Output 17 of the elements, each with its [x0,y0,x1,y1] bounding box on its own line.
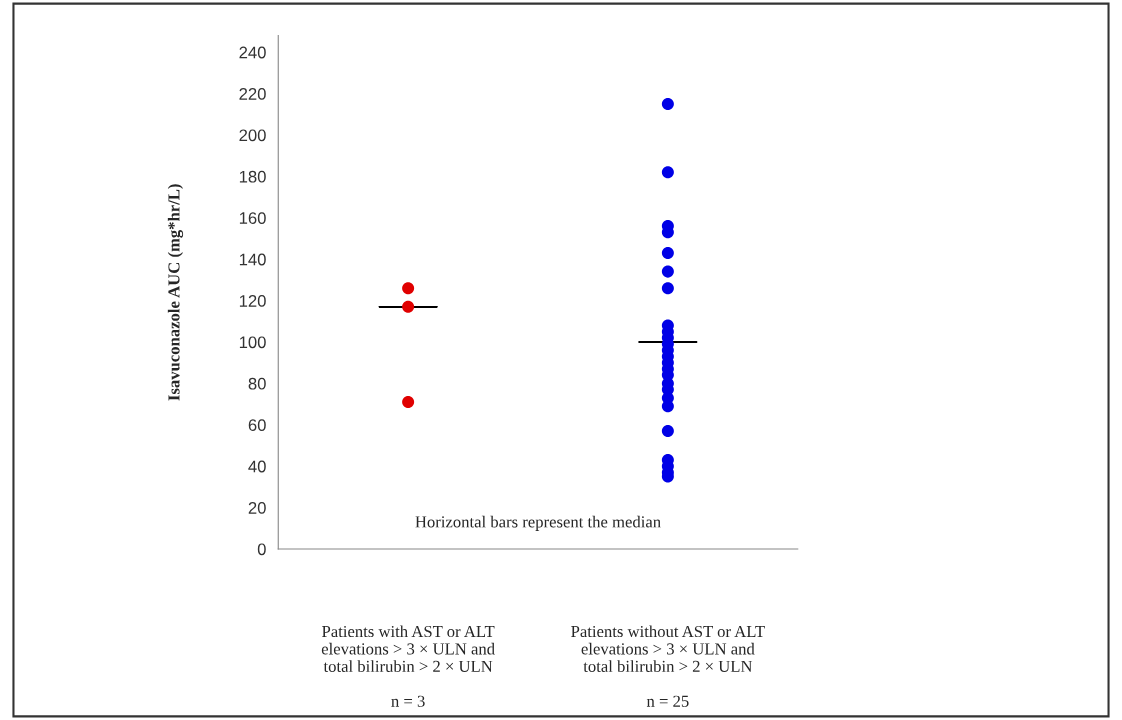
y-tick-label: 0 [257,543,266,556]
y-axis-title: Isavuconazole AUC (mg*hr/L) [167,184,184,401]
category-label: Patients with AST or ALT elevations > 3 × ULN and total bilirubin > 2 × ULN n = 3 [321,625,495,707]
y-tick-label: 160 [239,212,266,224]
y-tick-label: 200 [239,129,266,142]
y-tick-label: 80 [248,377,266,390]
y-tick-label: 20 [248,502,266,514]
y-tick-label: 60 [248,419,266,431]
y-tick-label: 40 [248,460,266,473]
y-tick-label: 240 [239,46,266,59]
y-tick-label: 220 [239,88,266,100]
y-tick-label: 140 [239,253,266,266]
category-label: Patients without AST or ALT elevations > 3 × ULN and total bilirubin > 2 × ULN n = 25 [571,625,765,707]
y-tick-label: 120 [239,295,266,307]
y-tick-label: 180 [239,170,266,183]
y-tick-label: 100 [239,336,266,349]
annotation: Horizontal bars represent the median [415,515,661,531]
